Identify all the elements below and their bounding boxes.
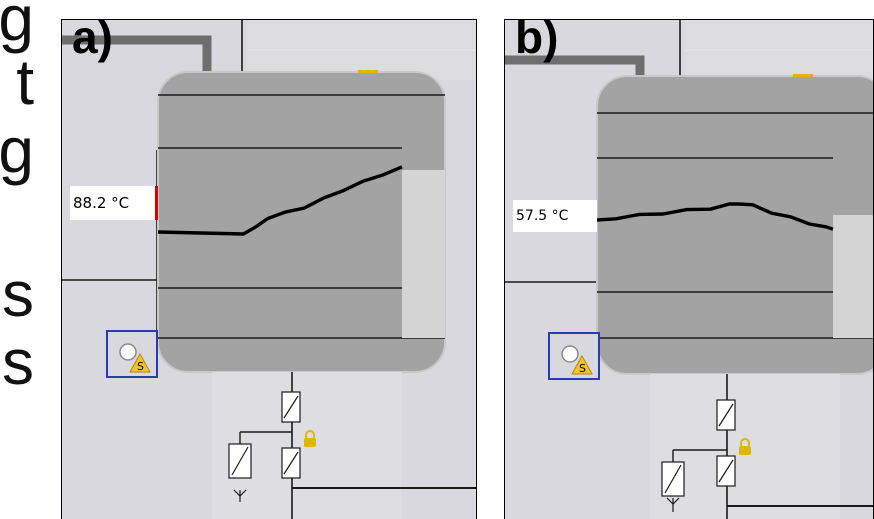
panel-a-scene [62, 20, 476, 519]
background-block [685, 20, 873, 78]
drain-icon [666, 497, 680, 512]
panel-label: a) [72, 19, 113, 63]
left-text-line: g [0, 0, 34, 54]
left-text-line: s [2, 258, 34, 330]
tank-body [596, 75, 873, 375]
temperature-value: 57.5 °C [516, 208, 569, 224]
panel-label: b) [515, 19, 559, 63]
valve-icon[interactable] [281, 391, 301, 423]
pipe [62, 35, 212, 80]
svg-text:S: S [137, 360, 144, 373]
valve-icon[interactable] [661, 461, 685, 497]
valve-icon[interactable] [228, 443, 252, 479]
lock-icon [304, 430, 316, 447]
valve-icon[interactable] [716, 455, 736, 487]
temperature-readout: 88.2 °C [70, 186, 158, 220]
temperature-value: 88.2 °C [73, 194, 130, 212]
tank-body [157, 71, 446, 373]
sensor-button[interactable]: S [106, 330, 158, 378]
circle-sensor-icon: S [119, 343, 151, 373]
temperature-readout: 57.5 °C [513, 200, 597, 232]
temperature-curve [596, 202, 834, 231]
level-indicator [402, 170, 445, 338]
panel-b-scene [505, 20, 873, 519]
drain-icon [233, 489, 247, 502]
circle-sensor-icon: S [561, 345, 593, 375]
temperature-curve [157, 165, 403, 236]
warning-triangle-icon [129, 352, 151, 373]
tag-mark [358, 70, 378, 73]
lock-icon [739, 438, 751, 455]
valve-icon[interactable] [281, 447, 301, 479]
pipe [505, 55, 645, 78]
warning-triangle-icon [571, 354, 593, 375]
panel-a: 88.2 °C S a) [61, 19, 477, 519]
tag-mark [793, 74, 813, 77]
sensor-button[interactable]: S [548, 332, 600, 380]
panel-b: 57.5 °C S b) [504, 19, 874, 519]
left-text-line: s [2, 326, 34, 398]
left-text-line: g [0, 114, 34, 186]
left-text-line: t [16, 46, 34, 118]
svg-text:S: S [579, 362, 586, 375]
valve-icon[interactable] [716, 399, 736, 431]
level-indicator [833, 215, 873, 338]
